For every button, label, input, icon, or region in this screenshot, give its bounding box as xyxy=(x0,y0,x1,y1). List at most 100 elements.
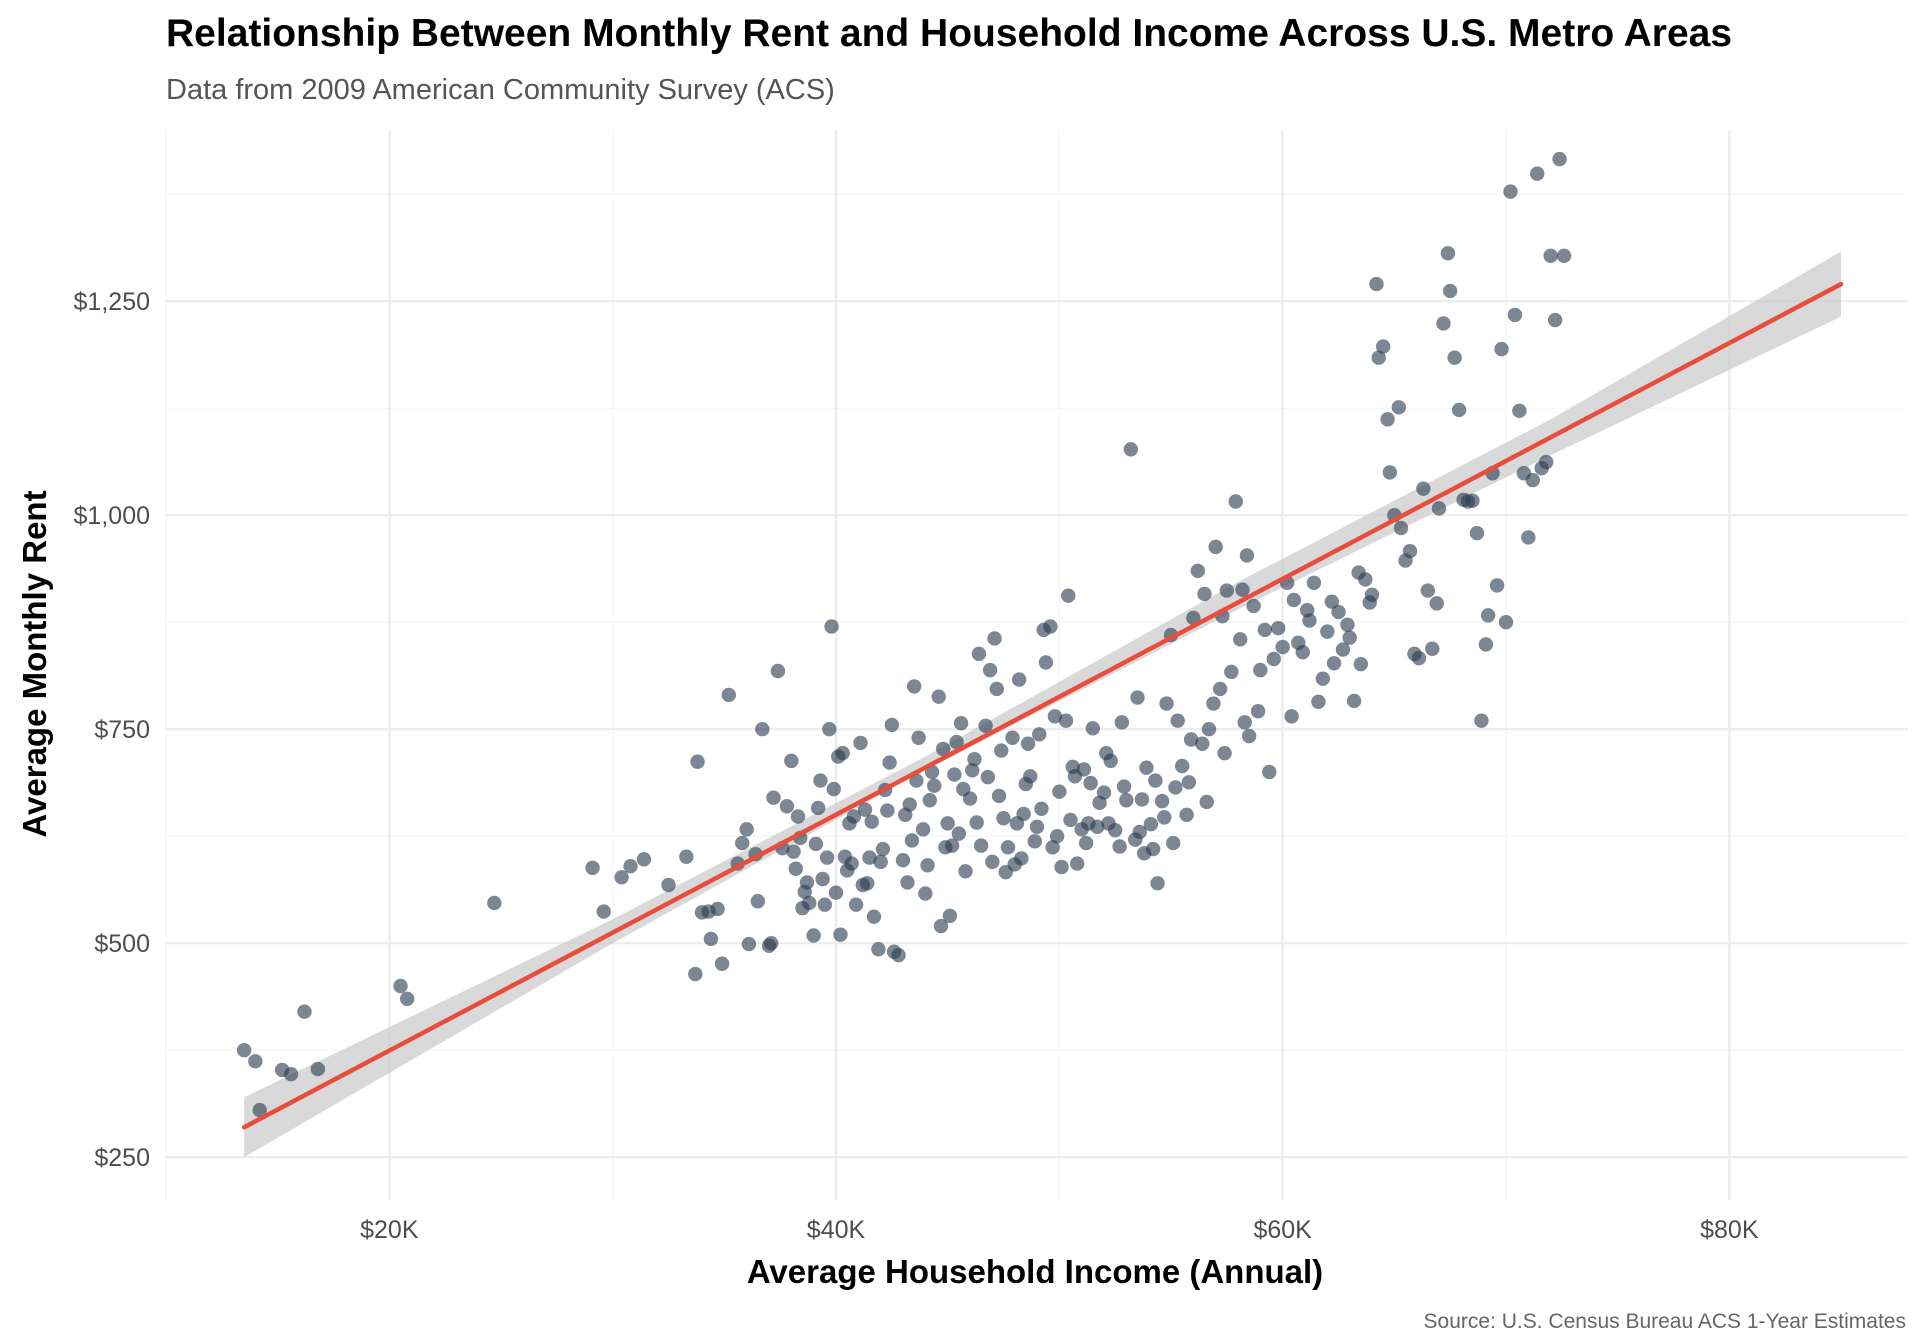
data-point xyxy=(1315,671,1331,686)
data-point xyxy=(1070,856,1085,871)
data-point xyxy=(1257,622,1273,638)
data-point xyxy=(1358,572,1373,587)
data-point xyxy=(1201,722,1217,737)
y-tick-label: $1,000 xyxy=(74,502,150,530)
data-point xyxy=(987,631,1002,646)
data-point xyxy=(779,799,795,814)
data-point xyxy=(1262,764,1277,780)
y-tick-label: $1,250 xyxy=(74,288,150,316)
data-point xyxy=(1081,816,1096,831)
data-point xyxy=(1168,780,1183,795)
data-point xyxy=(940,816,955,831)
data-point xyxy=(1442,283,1458,299)
data-point xyxy=(835,745,850,761)
data-point xyxy=(996,811,1011,826)
data-points xyxy=(236,151,1572,1118)
data-point xyxy=(1507,307,1523,323)
data-point xyxy=(991,788,1007,804)
chart-caption: Source: U.S. Census Bureau ACS 1-Year Es… xyxy=(1423,1310,1906,1333)
data-point xyxy=(866,909,882,924)
data-point xyxy=(1489,578,1505,593)
data-point xyxy=(1306,575,1322,591)
data-point xyxy=(739,822,754,837)
data-point xyxy=(1174,758,1190,774)
data-point xyxy=(766,790,781,805)
data-point xyxy=(810,800,826,816)
data-point xyxy=(1451,402,1467,418)
data-point xyxy=(1159,696,1174,711)
data-point xyxy=(953,716,969,731)
data-point xyxy=(1011,672,1027,687)
data-point xyxy=(1150,876,1165,891)
data-point xyxy=(788,861,803,876)
data-point xyxy=(969,815,984,830)
data-point xyxy=(808,836,824,852)
data-point xyxy=(1197,586,1212,602)
data-point xyxy=(1478,637,1494,652)
data-point xyxy=(741,936,757,952)
data-point xyxy=(714,956,730,971)
data-point xyxy=(1375,339,1391,354)
data-point xyxy=(1311,694,1326,710)
data-point xyxy=(1107,823,1123,838)
data-point xyxy=(1556,248,1572,264)
data-point xyxy=(1521,530,1536,545)
data-point xyxy=(1179,807,1194,822)
data-point xyxy=(1099,745,1114,761)
data-point xyxy=(1253,662,1268,678)
data-point xyxy=(911,730,926,745)
data-point xyxy=(1208,539,1223,555)
data-point xyxy=(1065,759,1080,775)
data-point xyxy=(770,663,786,679)
data-point xyxy=(1020,736,1036,751)
data-point xyxy=(1302,613,1317,628)
data-point xyxy=(283,1066,299,1082)
data-point xyxy=(920,858,935,873)
data-point xyxy=(944,838,960,853)
data-point xyxy=(985,854,1000,870)
data-point xyxy=(690,754,705,769)
data-point xyxy=(927,778,942,793)
data-point xyxy=(1049,829,1065,844)
data-point xyxy=(1085,721,1101,736)
data-point xyxy=(824,619,839,634)
data-point xyxy=(252,1102,267,1118)
data-point xyxy=(826,781,841,797)
data-point xyxy=(828,885,844,900)
data-point xyxy=(875,841,891,857)
data-point xyxy=(1369,276,1384,292)
tick-labels: $20K $40K $60K $80K $250 $500 $750 $1,000 $1,250 xyxy=(74,288,1759,1244)
data-point xyxy=(951,826,967,841)
data-point xyxy=(1382,465,1398,480)
data-point xyxy=(971,646,987,662)
fit-line xyxy=(241,281,1844,1130)
data-point xyxy=(1143,817,1159,832)
data-point xyxy=(1190,563,1206,579)
data-point xyxy=(1431,501,1447,516)
data-point xyxy=(786,844,801,859)
x-tick-label: $40K xyxy=(807,1216,866,1244)
data-point xyxy=(1416,481,1431,496)
data-point xyxy=(679,849,694,864)
data-point xyxy=(1402,543,1418,559)
data-point xyxy=(931,689,946,704)
data-point xyxy=(703,931,719,947)
data-point xyxy=(310,1061,326,1077)
data-point xyxy=(922,793,937,808)
data-point xyxy=(297,1004,312,1019)
data-point xyxy=(1331,604,1346,620)
data-point xyxy=(936,741,951,757)
data-point xyxy=(1271,620,1286,636)
data-point xyxy=(636,852,652,867)
data-point xyxy=(1228,494,1243,509)
data-point xyxy=(844,856,859,871)
data-point xyxy=(973,838,989,853)
data-point xyxy=(980,769,996,785)
data-point xyxy=(909,773,924,788)
data-point xyxy=(1219,583,1235,598)
data-point xyxy=(862,850,877,865)
data-point xyxy=(1199,794,1214,810)
data-point xyxy=(1183,732,1199,747)
data-point xyxy=(1119,793,1134,808)
data-point xyxy=(661,877,676,893)
